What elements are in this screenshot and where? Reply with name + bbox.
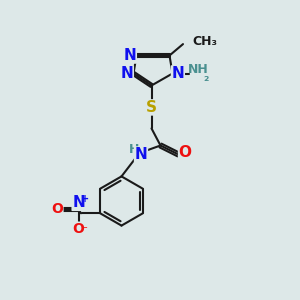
Text: O: O (73, 222, 85, 236)
Text: N: N (72, 195, 85, 210)
Text: N: N (172, 66, 184, 81)
Text: O: O (178, 145, 192, 160)
Text: N: N (135, 147, 147, 162)
Text: +: + (81, 194, 89, 204)
Text: S: S (146, 100, 157, 115)
Text: N: N (121, 66, 133, 81)
Text: N: N (124, 48, 136, 63)
Text: NH: NH (188, 63, 208, 76)
Text: CH₃: CH₃ (193, 34, 217, 48)
Text: H: H (129, 143, 139, 156)
Text: O: O (51, 202, 63, 216)
Text: ⁻: ⁻ (81, 225, 87, 235)
Text: ₂: ₂ (203, 70, 209, 84)
